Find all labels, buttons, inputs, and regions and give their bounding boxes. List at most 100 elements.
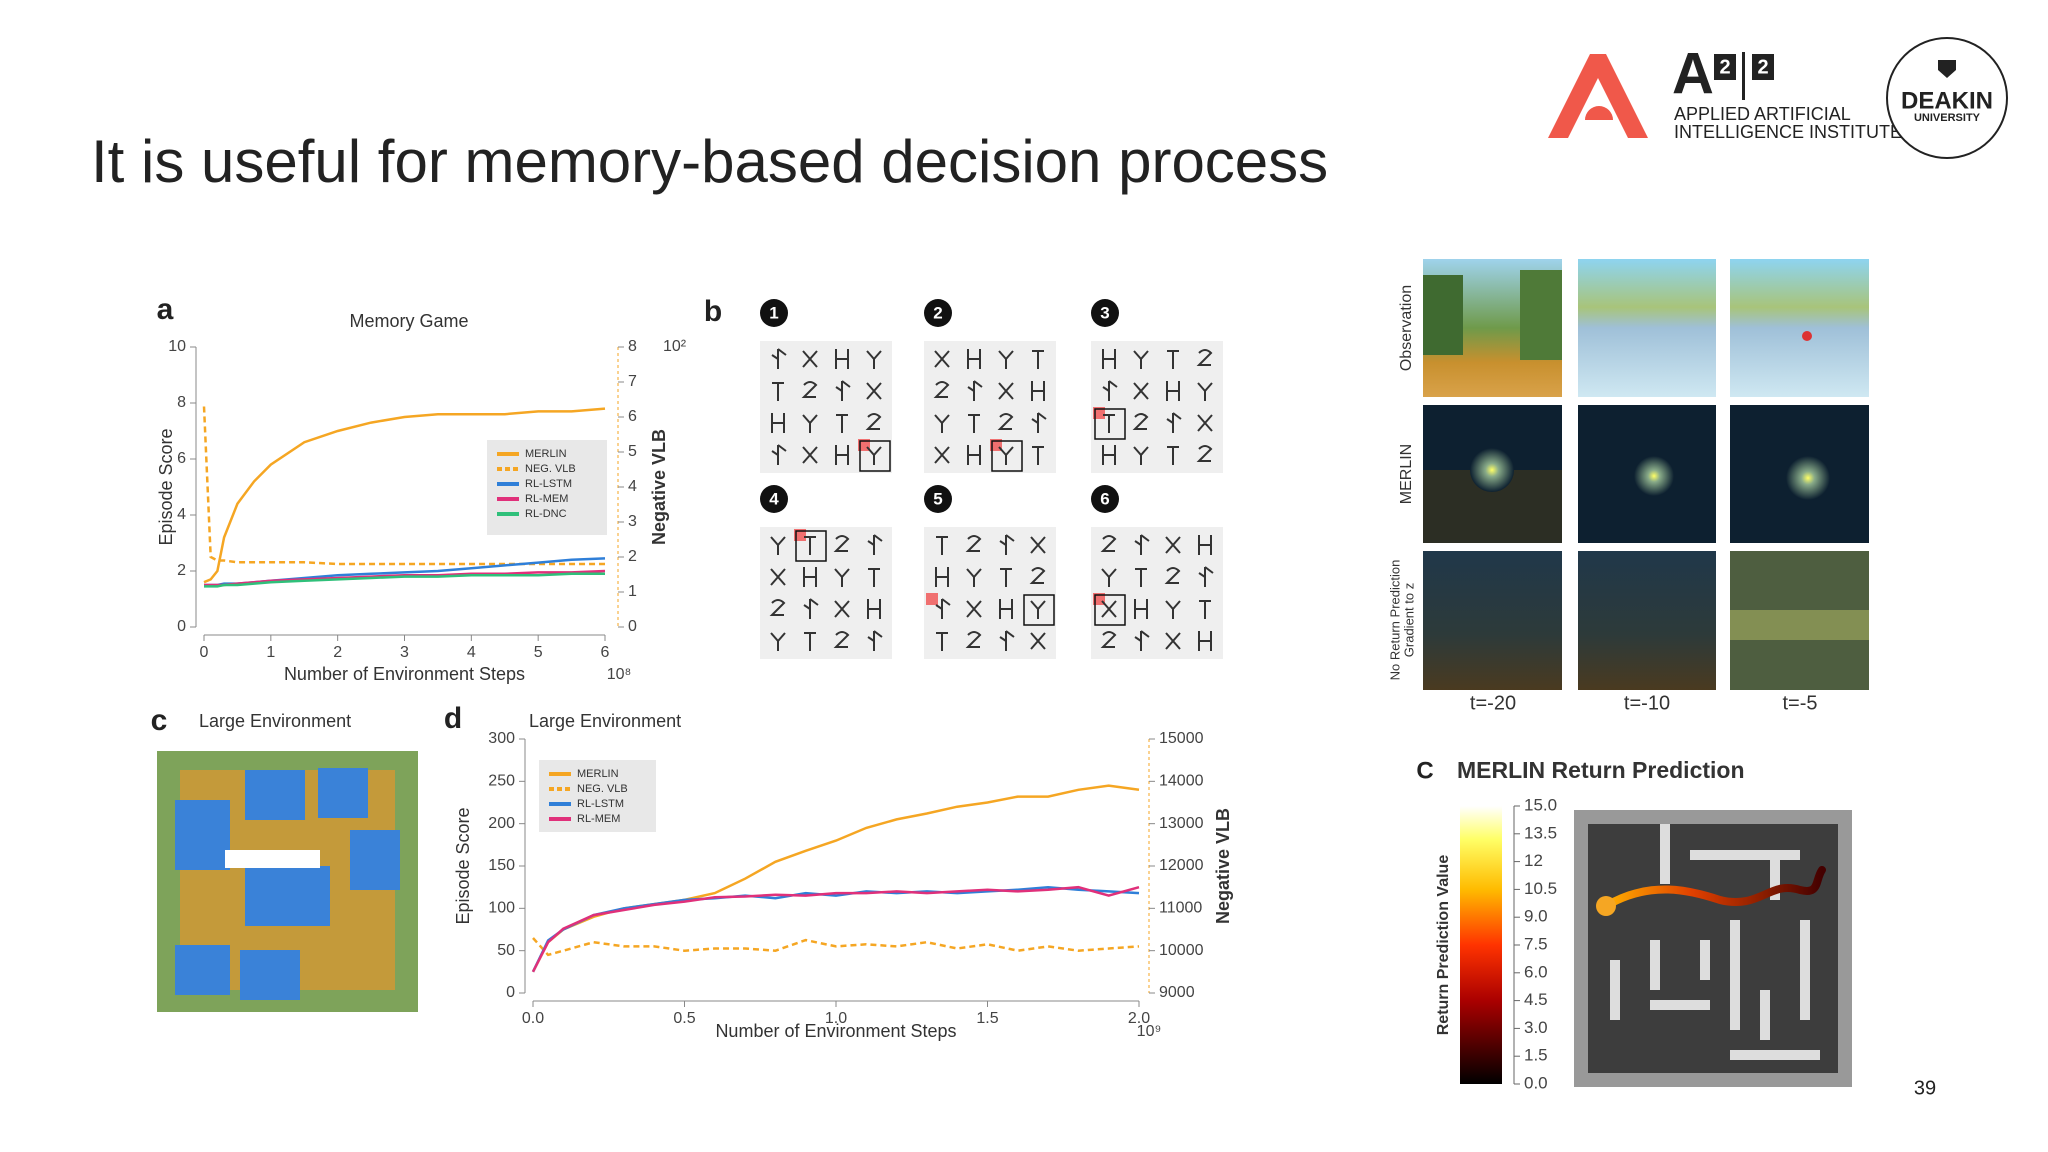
y2-tick-label: 15000 [1159,730,1204,747]
colorbar-tick-label: 12 [1524,851,1543,870]
x-tick-label: 5 [534,644,543,661]
map-room [175,800,230,870]
glyph [966,600,982,618]
x-tick-label: 4 [467,644,476,661]
glyph [835,380,851,401]
glyph [866,350,882,369]
glyph [771,413,785,433]
glyph [1031,381,1045,401]
logo-sup: 2 [1719,56,1730,78]
glyph [1029,567,1046,584]
maze-wall [1700,940,1710,980]
y2-tick-label: 7 [628,373,637,390]
glyph [803,598,819,619]
glyph [1198,535,1212,555]
colorbar-tick-label: 0.0 [1524,1073,1548,1092]
glyph [804,536,816,555]
step-badge [1091,299,1119,327]
selection [859,440,891,472]
deakin-circle [1886,37,2008,159]
map-room [350,830,400,890]
glyph [935,567,949,587]
glyph [999,599,1013,619]
x-tick-label: 2 [333,644,342,661]
glyph [1133,350,1149,369]
x-tick-label: 0.0 [522,1010,544,1027]
glyph [1164,567,1181,584]
step-number: 4 [769,489,779,508]
glyph [998,382,1014,400]
y-tick-label: 0 [177,618,186,635]
step-badge [924,299,952,327]
glyph [1199,600,1211,619]
glyph [1102,380,1118,401]
series-line [532,937,1140,957]
glyph [965,631,982,648]
colorbar-tick-label: 9.0 [1524,907,1548,926]
image-goal [1802,331,1812,341]
glyph [867,534,883,555]
legend-label: MERLIN [525,448,567,460]
chart-title: Large Environment [529,711,681,731]
glyph [1102,349,1116,369]
glyph [1133,382,1149,400]
y2-tick-label: 0 [628,618,637,635]
x-multiplier: 10⁸ [607,666,632,683]
maze-wall [1770,850,1780,900]
glyph [867,599,881,619]
glyph [934,350,950,368]
y2-tick-label: 2 [628,548,637,565]
glyph [1135,568,1147,587]
logo-text: APPLIED ARTIFICIAL [1674,104,1851,124]
glyph [999,630,1015,651]
y2-axis-label: Negative VLB [1213,808,1233,924]
colorbar [1460,806,1502,1084]
time-label: t=-5 [1782,692,1817,714]
y2-tick-label: 6 [628,408,637,425]
glyph [802,446,818,464]
glyph [998,446,1014,465]
glyph [835,349,849,369]
selection [991,440,1023,472]
glyph [802,350,818,368]
series-line [202,406,605,566]
glyph [965,535,982,552]
step-badge [760,299,788,327]
maze-wall [1730,920,1740,1030]
y2-tick-label: 13000 [1159,815,1204,832]
colorbar-tick-label: 6.0 [1524,962,1548,981]
glyph [1031,412,1047,433]
logo-bar [1742,52,1745,100]
y2-tick-label: 1 [628,583,637,600]
glyph [933,381,950,398]
logo-a: A [1672,41,1714,106]
page-number: 39 [1914,1077,1936,1099]
logo-mark [1548,54,1648,138]
maze-wall [1610,960,1620,1020]
y-tick-label: 2 [177,562,186,579]
map [157,751,418,1012]
y-tick-label: 10 [168,338,186,355]
glyph [967,445,981,465]
y2-tick-label: 8 [628,338,637,355]
map-title: Large Environment [199,711,351,731]
series-line [531,885,1140,973]
map-room [175,945,230,995]
x-axis-label: Number of Environment Steps [284,664,525,684]
y2-tick-label: 10000 [1159,942,1204,959]
selection [795,530,827,562]
panel-letter: C [1416,757,1433,784]
glyph [1103,414,1115,433]
panel-letter: a [157,293,174,326]
map-room [240,950,300,1000]
y2-tick-label: 4 [628,478,637,495]
glyph [1030,600,1046,619]
glyph [1198,631,1212,651]
map-room [318,768,368,818]
deakin-crest [1938,60,1956,78]
glyph [771,444,787,465]
colorbar-label: Return Prediction Value [1435,855,1452,1036]
glyph [1032,350,1044,369]
glyph [1101,600,1117,618]
row-label: Observation [1398,285,1415,371]
